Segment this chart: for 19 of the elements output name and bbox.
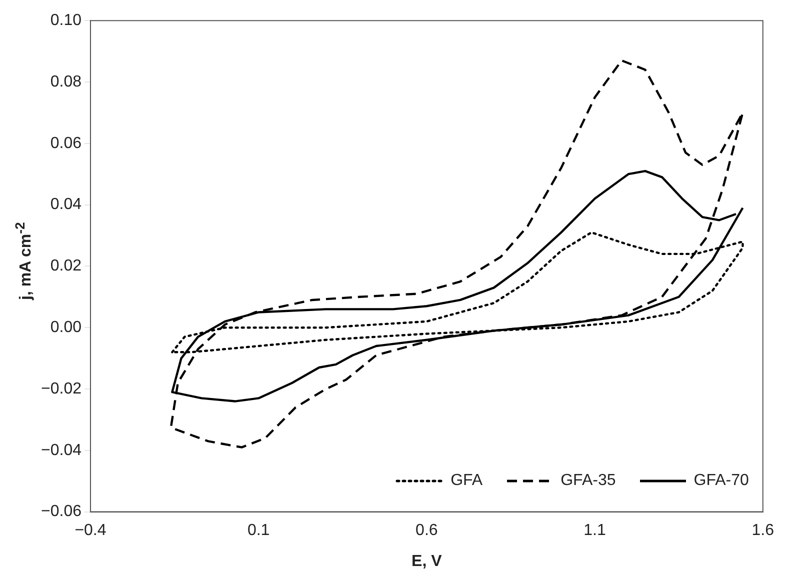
x-axis-title: E, V <box>412 553 442 571</box>
y-tick-label: 0.08 <box>50 73 82 90</box>
x-tick-label: 1.1 <box>584 522 606 539</box>
x-tick-label: −0.4 <box>74 522 106 539</box>
legend-label: GFA-70 <box>694 472 749 490</box>
y-tick-label: 0.02 <box>50 258 82 275</box>
x-tick-label: 0.6 <box>416 522 438 539</box>
line-series <box>170 59 744 448</box>
y-tick-label: −0.06 <box>41 503 82 520</box>
y-tick-label: −0.04 <box>41 442 82 459</box>
legend-label: GFA-35 <box>560 472 616 490</box>
y-tick-label: 0.10 <box>50 12 82 30</box>
y-tick-label: 0.06 <box>50 134 82 152</box>
y-tick-label: 0.04 <box>50 196 82 214</box>
x-tick-label: 1.6 <box>752 522 774 539</box>
y-tick-label: 0.00 <box>50 319 82 336</box>
y-tick-label: −0.02 <box>41 380 82 398</box>
legend-label: GFA <box>450 472 483 490</box>
x-tick-label: 0.1 <box>247 522 270 539</box>
